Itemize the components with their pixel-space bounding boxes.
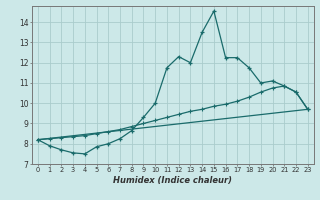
X-axis label: Humidex (Indice chaleur): Humidex (Indice chaleur) (113, 176, 232, 185)
